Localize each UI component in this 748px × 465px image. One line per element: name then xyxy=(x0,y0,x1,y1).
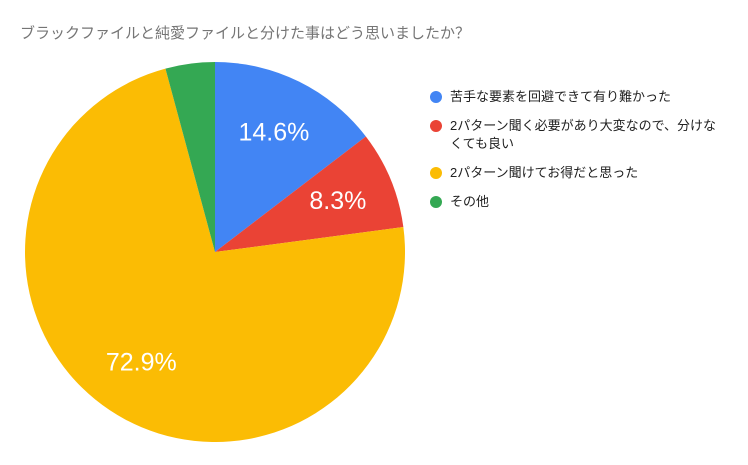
legend-item: 2パターン聞けてお得だと思った xyxy=(430,164,730,182)
legend-item-label: 苦手な要素を回避できて有り難かった xyxy=(450,89,672,104)
legend-item-label: 2パターン聞けてお得だと思った xyxy=(450,165,639,180)
slice-percent-label: 72.9% xyxy=(106,349,177,377)
pie-slice[interactable] xyxy=(215,62,366,252)
legend-item: その他 xyxy=(430,193,730,211)
legend-color-dot xyxy=(430,120,442,132)
pie-slice[interactable] xyxy=(165,62,215,252)
legend-item-label: 2パターン聞く必要があり大変なので、分けなくても良い xyxy=(450,118,717,151)
slice-percent-label: 14.6% xyxy=(238,119,309,147)
legend-item: 苦手な要素を回避できて有り難かった xyxy=(430,88,730,106)
legend-color-dot xyxy=(430,91,442,103)
slice-percent-label: 8.3% xyxy=(309,187,366,215)
legend-color-dot xyxy=(430,167,442,179)
legend-color-dot xyxy=(430,196,442,208)
legend-item-label: その他 xyxy=(450,194,490,209)
pie-slice[interactable] xyxy=(215,136,404,252)
pie-slice[interactable] xyxy=(25,68,405,442)
legend: 苦手な要素を回避できて有り難かった 2パターン聞く必要があり大変なので、分けなくて… xyxy=(430,88,730,211)
legend-item: 2パターン聞く必要があり大変なので、分けなくても良い xyxy=(430,117,730,153)
pie-chart: 14.6% 8.3% 72.9% xyxy=(25,62,405,442)
chart-title: ブラックファイルと純愛ファイルと分けた事はどう思いましたか？ xyxy=(20,25,471,42)
